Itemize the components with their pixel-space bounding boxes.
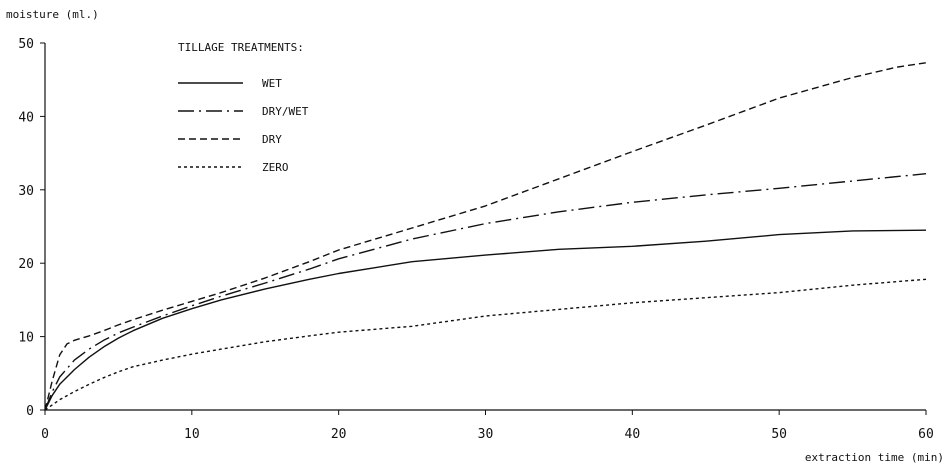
series-line-dry-wet: [44, 173, 927, 411]
series-line-zero: [44, 278, 927, 411]
legend-title: TILLAGE TREATMENTS:: [178, 41, 304, 54]
y-tick-label: 20: [18, 257, 34, 272]
x-tick-label: 30: [478, 427, 494, 442]
x-tick-label: 20: [331, 427, 347, 442]
x-tick-label: 10: [184, 427, 200, 442]
y-tick-label: 50: [18, 37, 34, 52]
x-tick-label: 0: [41, 427, 49, 442]
x-axis-title: extraction time (min): [805, 451, 944, 464]
y-tick-label: 0: [26, 404, 34, 419]
series-line-dry: [44, 62, 927, 411]
series-layer: [44, 62, 927, 411]
x-tick-label: 50: [771, 427, 787, 442]
legend-label: WET: [262, 77, 282, 90]
x-tick-label: 60: [918, 427, 934, 442]
series-line-wet: [44, 229, 927, 411]
x-tick-label: 40: [625, 427, 641, 442]
legend: TILLAGE TREATMENTS: WET DRY/WET DRY ZERO: [178, 41, 309, 174]
axes: 0 10 20 30 40 50 0 10 20 30 40 50 60: [18, 37, 933, 442]
legend-label: DRY/WET: [262, 105, 309, 118]
y-tick-label: 30: [18, 184, 34, 199]
y-tick-label: 10: [18, 331, 34, 346]
y-axis-title: moisture (ml.): [6, 8, 99, 21]
legend-label: ZERO: [262, 161, 289, 174]
legend-label: DRY: [262, 133, 282, 146]
y-tick-label: 40: [18, 110, 34, 125]
